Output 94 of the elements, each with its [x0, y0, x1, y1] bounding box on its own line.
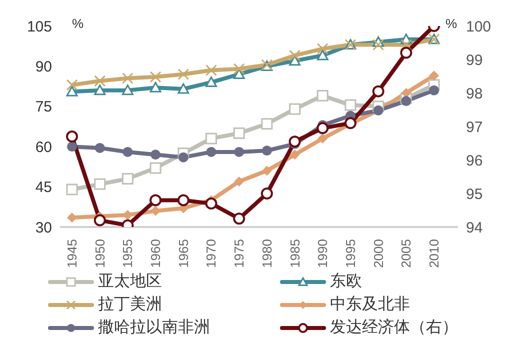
point [289, 103, 301, 115]
point [233, 63, 245, 75]
x-tick-label: 1965 [176, 239, 191, 268]
x-tick-label: 1985 [287, 239, 302, 268]
point [372, 39, 384, 51]
y2-tick-label: 97 [466, 118, 483, 136]
point [94, 142, 105, 153]
point [233, 127, 245, 139]
point [94, 75, 106, 87]
point [122, 146, 133, 157]
y-tick-label: 75 [35, 98, 52, 116]
point [318, 134, 328, 144]
point [206, 146, 216, 157]
y-tick-label: 60 [35, 138, 52, 156]
point [262, 146, 272, 156]
point [429, 70, 439, 81]
point [234, 146, 244, 157]
y-tick-label: 105 [26, 18, 52, 36]
legend-label: 东欧 [330, 272, 362, 292]
legend-label: 拉丁美洲 [98, 294, 162, 315]
x-tick-label: 1970 [204, 239, 219, 268]
point [205, 132, 217, 144]
point [67, 212, 77, 223]
legend-label: 发达经济体（右） [330, 318, 458, 338]
point [94, 84, 106, 96]
point [288, 136, 301, 148]
point [289, 55, 301, 66]
x-tick-label: 1990 [315, 239, 330, 268]
point [122, 84, 134, 96]
x-tick-label: 1980 [259, 239, 274, 268]
point [205, 76, 217, 88]
point [262, 166, 272, 176]
y2-tick-label: 96 [466, 152, 483, 170]
point [290, 150, 300, 160]
point [316, 43, 328, 55]
point [178, 68, 190, 80]
point [66, 79, 78, 91]
y2-tick-label: 94 [466, 219, 483, 236]
point [429, 85, 439, 96]
point [150, 150, 161, 160]
y-tick-label: 45 [35, 179, 52, 196]
point [122, 173, 134, 185]
point [150, 194, 162, 206]
x-tick-label: 1945 [64, 239, 80, 268]
point [94, 178, 106, 190]
y2-tick-label: 99 [466, 52, 483, 69]
point [205, 198, 218, 210]
point [401, 88, 412, 98]
point [67, 142, 77, 152]
point [178, 83, 190, 94]
point [150, 71, 162, 83]
point [177, 194, 190, 206]
y2-tick-label: 100 [466, 18, 492, 36]
legend-label: 亚太地区 [98, 272, 162, 292]
point [122, 210, 133, 220]
x-tick-label: 1975 [232, 239, 247, 268]
point [205, 64, 217, 76]
point [150, 162, 162, 174]
legend-label: 中东及北非 [330, 294, 410, 315]
y-axis-title: % [72, 16, 84, 31]
x-tick-label: 2005 [398, 239, 414, 268]
y2-tick-label: 95 [466, 186, 483, 203]
legend-label: 撒哈拉以南非洲 [98, 318, 210, 338]
x-tick-label: 1960 [148, 239, 164, 268]
point [261, 118, 273, 130]
point [150, 82, 162, 92]
point [66, 130, 78, 143]
point [289, 50, 301, 62]
point [316, 50, 328, 60]
y-tick-label: 90 [35, 58, 52, 76]
point [400, 39, 412, 51]
point [94, 214, 106, 226]
x-tick-label: 2000 [370, 239, 386, 268]
point [234, 176, 244, 186]
point [400, 46, 412, 59]
point [233, 212, 246, 225]
x-tick-label: 1950 [92, 239, 108, 268]
point [372, 85, 384, 98]
point [316, 122, 329, 134]
y2-tick-label: 98 [466, 85, 483, 102]
point [344, 99, 356, 111]
point [233, 68, 245, 79]
point [178, 152, 188, 162]
point [66, 184, 78, 196]
y2-axis-title: % [445, 16, 458, 31]
y-tick-label: 30 [35, 219, 52, 236]
point [260, 188, 273, 200]
x-tick-label: 1955 [120, 239, 136, 268]
x-tick-label: 2010 [426, 239, 442, 268]
x-tick-label: 1995 [342, 239, 358, 268]
point [316, 90, 328, 102]
point [122, 72, 134, 84]
point [401, 96, 412, 106]
point [66, 86, 78, 96]
